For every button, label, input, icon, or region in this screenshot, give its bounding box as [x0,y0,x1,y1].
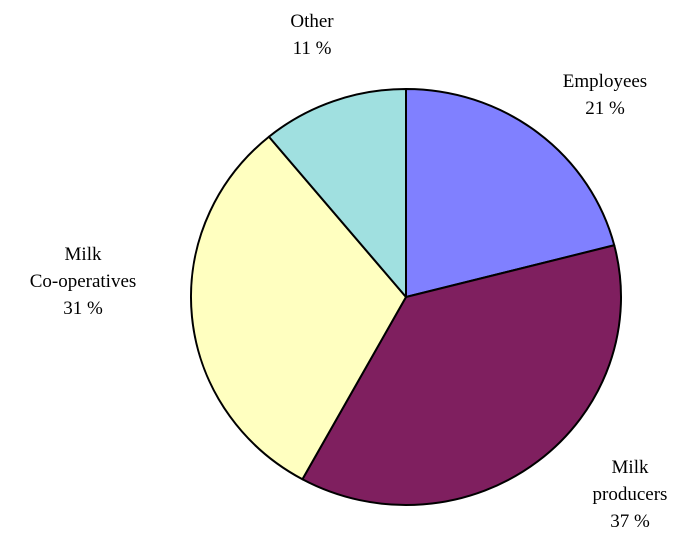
slice-label-milk-cooperatives-name-1: Milk [64,244,102,265]
slice-label-milk-cooperatives-name-2: Co-operatives [29,271,137,292]
slice-label-milk-producers-name-1: Milk [611,457,649,478]
slice-label-milk-producers-value: 37 % [610,511,650,532]
slice-label-other: Other 11 % [262,8,362,62]
slice-label-milk-cooperatives: Milk Co-operatives 31 % [8,241,158,322]
slice-label-other-value: 11 % [292,38,332,59]
slice-label-employees-name: Employees [562,71,648,92]
pie-slice-other [267,88,407,298]
pie-slices [190,88,622,506]
slice-label-employees-value: 21 % [585,98,625,119]
slice-label-milk-producers-name-2: producers [592,484,668,505]
pie-slice-milk-producers [301,244,622,506]
slice-label-other-name: Other [290,11,334,32]
pie-slice-employees [405,88,616,298]
pie-slice-milk-co-operatives [190,135,407,481]
slice-label-employees: Employees 21 % [540,68,670,122]
slice-label-milk-cooperatives-value: 31 % [63,298,103,319]
slice-label-milk-producers: Milk producers 37 % [570,454,683,535]
